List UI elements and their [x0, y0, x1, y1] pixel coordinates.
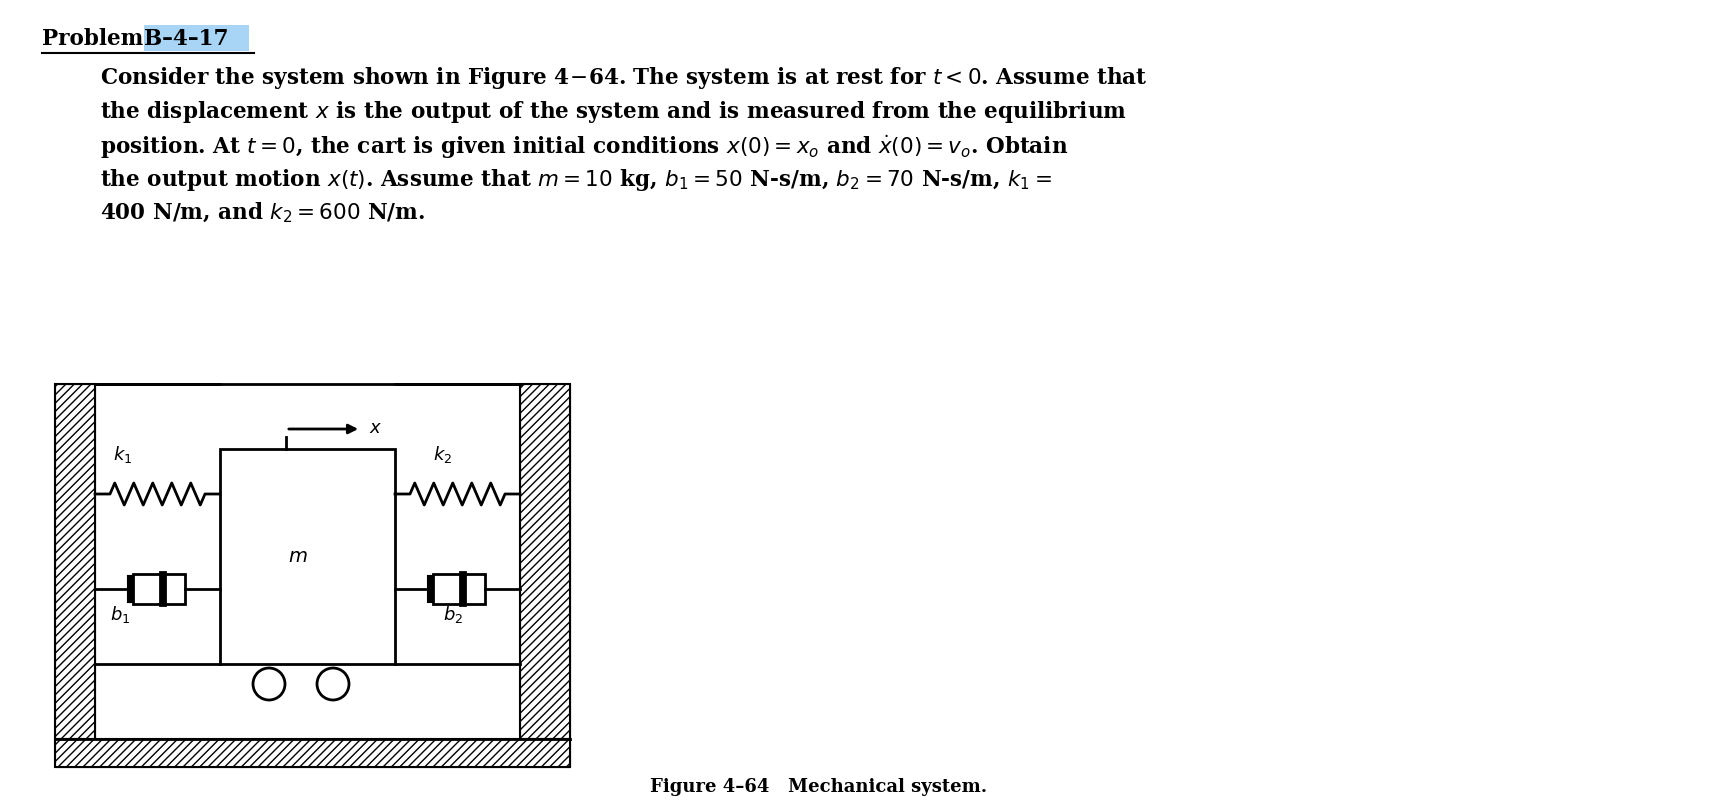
Bar — [55, 385, 95, 739]
Bar — [220, 450, 394, 664]
Text: Figure 4–64   Mechanical system.: Figure 4–64 Mechanical system. — [650, 777, 988, 795]
Bar — [55, 739, 569, 767]
Bar — [144, 26, 249, 52]
Text: the displacement $x$ is the output of the system and is measured from the equili: the displacement $x$ is the output of th… — [100, 99, 1126, 124]
Text: $m$: $m$ — [287, 548, 308, 566]
Bar — [133, 574, 185, 604]
Bar — [521, 385, 569, 739]
Text: B–4–17: B–4–17 — [144, 28, 228, 50]
Bar — [55, 385, 95, 739]
Bar — [521, 385, 569, 739]
Text: the output motion $x(t)$. Assume that $m = 10$ kg, $b_1 = 50$ N-s/m, $b_2 = 70$ : the output motion $x(t)$. Assume that $m… — [100, 167, 1052, 193]
Bar — [432, 574, 484, 604]
Text: $x$: $x$ — [368, 418, 382, 437]
Text: $k_1$: $k_1$ — [112, 443, 131, 464]
Text: 400 N/m, and $k_2 = 600$ N/m.: 400 N/m, and $k_2 = 600$ N/m. — [100, 201, 426, 225]
Text: $k_2$: $k_2$ — [432, 443, 452, 464]
Text: $b_2$: $b_2$ — [443, 603, 462, 624]
Text: Consider the system shown in Figure 4$\!-\!$64. The system is at rest for $t < 0: Consider the system shown in Figure 4$\!… — [100, 65, 1147, 91]
Text: Problem: Problem — [42, 28, 151, 50]
Text: $b_1$: $b_1$ — [111, 603, 130, 624]
Bar — [55, 739, 569, 767]
Text: position. At $t = 0$, the cart is given initial conditions $x(0) = x_o$ and $\do: position. At $t = 0$, the cart is given … — [100, 132, 1067, 161]
